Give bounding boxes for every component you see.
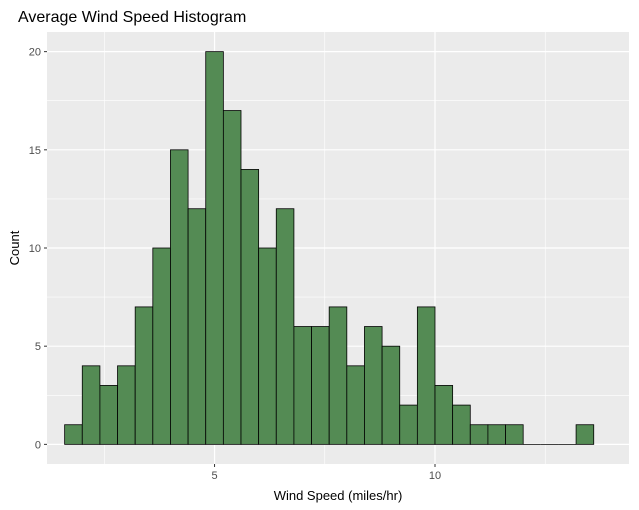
histogram-bar (117, 365, 136, 445)
y-tick-label: 15 (29, 145, 41, 157)
histogram-bar (469, 424, 489, 445)
histogram-bar (311, 326, 330, 445)
histogram-bar (64, 424, 83, 445)
histogram-bar (328, 306, 348, 445)
histogram-bar (575, 424, 595, 445)
y-axis: 0 5 10 15 20 (29, 47, 47, 451)
histogram-bar (258, 247, 277, 445)
y-tick-label: 0 (35, 439, 41, 451)
histogram-bar (434, 385, 454, 445)
histogram-bar (222, 110, 242, 445)
y-tick-label: 10 (29, 243, 41, 255)
histogram-bar (275, 208, 295, 445)
histogram-bar (240, 169, 260, 445)
histogram-bar (452, 404, 471, 445)
histogram-bar (364, 326, 383, 445)
histogram-bar (399, 404, 418, 445)
histogram-bar (81, 365, 101, 445)
x-tick-label: 10 (429, 470, 441, 482)
histogram-bar (205, 51, 224, 445)
x-axis-label: Wind Speed (miles/hr) (274, 488, 403, 503)
histogram-bars (64, 51, 595, 445)
histogram-bar (134, 306, 154, 445)
histogram-bar (505, 424, 524, 445)
histogram-bar (487, 424, 506, 445)
histogram-bar (416, 306, 436, 445)
histogram-bar (293, 326, 312, 445)
histogram-bar (381, 345, 401, 445)
histogram-bar (346, 365, 365, 445)
x-axis: 5 10 (211, 464, 441, 482)
y-tick-label: 5 (35, 341, 41, 353)
chart-title: Average Wind Speed Histogram (18, 9, 246, 26)
histogram-bar (187, 208, 207, 445)
x-tick-label: 5 (211, 470, 217, 482)
histogram-bar (170, 149, 189, 445)
histogram-bar (152, 247, 171, 445)
y-tick-label: 20 (29, 47, 41, 59)
histogram-bar (99, 385, 118, 445)
y-axis-label: Count (7, 230, 22, 265)
